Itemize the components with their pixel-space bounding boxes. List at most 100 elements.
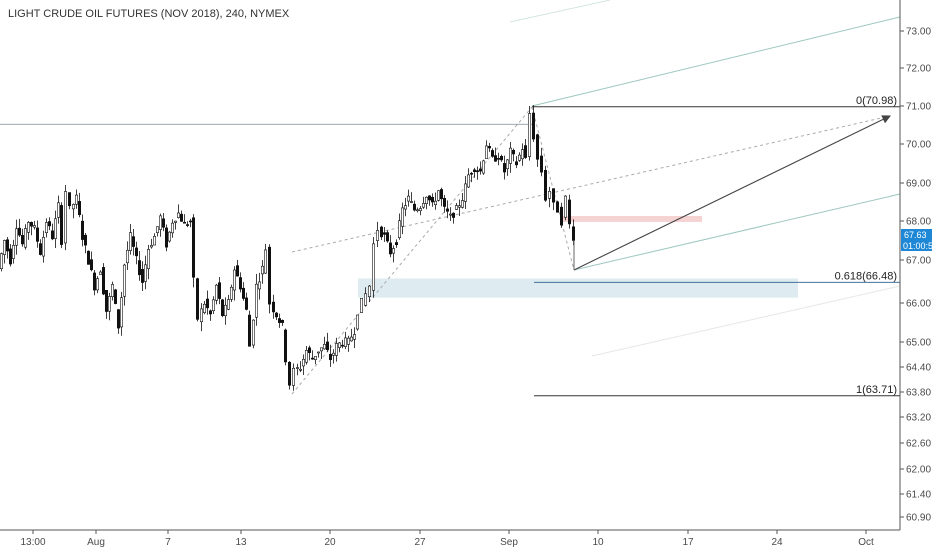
candle-body [263, 249, 267, 274]
candle-body [343, 337, 347, 347]
candle-body [371, 243, 375, 291]
candle-body [90, 259, 94, 271]
channel-line-upper [531, 16, 901, 107]
candle-body [99, 271, 103, 275]
candle-body [527, 113, 531, 157]
candle-body [59, 205, 63, 245]
candle-body [334, 343, 338, 356]
time-tick-label: 24 [771, 537, 783, 548]
candle-body [274, 312, 278, 318]
candle-body [267, 246, 271, 305]
candle-body [180, 213, 184, 222]
candle-body [212, 299, 216, 312]
candle-body [35, 227, 39, 242]
price-tick-label: 72.00 [906, 64, 931, 75]
candle-body [301, 358, 305, 367]
candle-body [183, 221, 187, 224]
candle-body [186, 224, 190, 226]
candle-body [102, 267, 106, 295]
candle-body [547, 191, 551, 199]
candle-body [424, 196, 428, 204]
candle-body [236, 265, 240, 277]
candle-body [412, 203, 416, 211]
candle-body [93, 272, 97, 291]
candle-body [174, 220, 178, 223]
time-tick-label: 10 [592, 537, 604, 548]
candle-body [388, 242, 392, 255]
price-tick-label: 71.00 [906, 102, 931, 113]
candle-body [72, 204, 76, 210]
price-tick-label: 63.80 [906, 388, 931, 399]
candle-body [349, 336, 353, 342]
candle-body [252, 319, 256, 346]
candle-body [352, 334, 356, 340]
time-tick-label: 7 [165, 537, 171, 548]
candle-body [64, 191, 68, 244]
candle-body [535, 134, 539, 160]
candle-body [472, 169, 476, 172]
candle-body [209, 310, 213, 315]
fib-level-label-2: 1(63.71) [856, 384, 897, 396]
candle-body [298, 368, 302, 371]
candle-body [487, 146, 491, 149]
candle-body [105, 290, 109, 312]
candle-body [2, 240, 7, 255]
candle-body [171, 222, 175, 234]
candle-body [304, 350, 308, 363]
candle-body [81, 220, 85, 240]
time-tick-label: 20 [324, 537, 336, 548]
candle-body [162, 218, 166, 228]
price-tick-label: 62.00 [906, 465, 931, 476]
candle-body [0, 253, 4, 269]
channel-lines [291, 0, 901, 395]
candle-body [144, 264, 148, 282]
countdown-label: 01:00:5 [903, 241, 932, 251]
candle-body [200, 308, 204, 323]
candle-body [29, 221, 33, 227]
candle-body [328, 353, 332, 361]
candle-body [514, 161, 518, 166]
candle-body [47, 221, 51, 227]
candle-body [523, 145, 527, 158]
candle-body [469, 172, 473, 175]
candle-body [531, 112, 535, 140]
candle-body [346, 337, 350, 345]
candle-body [337, 342, 341, 348]
candle-body [248, 314, 252, 347]
candle-body [15, 228, 19, 246]
candle-body [177, 212, 181, 218]
candle-body [505, 159, 509, 170]
candle-body [436, 190, 440, 201]
candle-body [295, 367, 299, 369]
candle-body [206, 298, 210, 309]
candle-body [215, 284, 219, 301]
candle-body [192, 217, 196, 278]
candle-body [571, 226, 575, 241]
candle-body [433, 200, 437, 205]
candle-body [203, 303, 207, 314]
time-tick-label: Aug [87, 537, 105, 548]
candle-body [87, 250, 91, 265]
price-tick-label: 70.00 [906, 140, 931, 151]
zones [358, 215, 798, 298]
candle-body [307, 347, 311, 354]
candle-body [108, 296, 112, 312]
candle-body [196, 278, 200, 320]
candle-body [499, 156, 503, 161]
candle-body [224, 304, 228, 317]
support-zone [358, 278, 798, 298]
price-tick-label: 64.40 [906, 363, 931, 374]
candle-body [445, 208, 449, 212]
candle-body [287, 361, 291, 386]
candle-body [457, 205, 461, 208]
candle-body [394, 242, 398, 246]
candle-body [379, 226, 383, 238]
candle-body [463, 183, 467, 202]
candle-body [218, 282, 222, 299]
candle-body [322, 344, 326, 350]
candle-body [466, 174, 470, 188]
candles [0, 105, 575, 391]
candle-body [150, 245, 154, 248]
